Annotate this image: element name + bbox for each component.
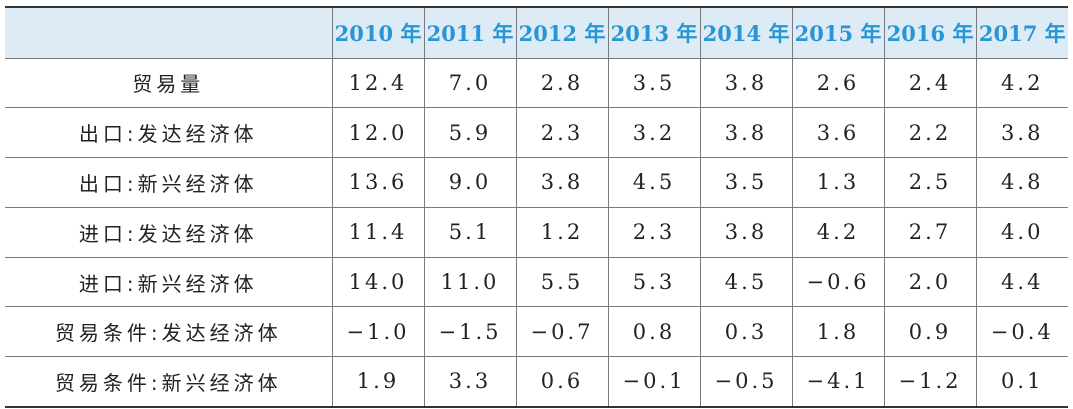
table-cell: 0.3	[700, 306, 793, 358]
table-row: 进口:发达经济体 11.4 5.1 1.2 2.3 3.8 4.2 2.7 4.…	[5, 207, 1068, 258]
table-cell: 3.5	[700, 157, 793, 208]
header-cell-year: 2014 年	[700, 7, 793, 58]
table-cell: 2.0	[884, 257, 977, 308]
table-cell: 4.4	[976, 257, 1068, 308]
table-cell: −1.2	[884, 356, 977, 408]
table-cell: 9.0	[424, 157, 517, 208]
row-label: 贸易条件:发达经济体	[5, 306, 333, 358]
table-cell: 3.8	[700, 58, 793, 109]
table-cell: 3.8	[700, 107, 793, 159]
header-cell-year: 2016 年	[884, 7, 977, 58]
table-cell: 0.1	[976, 356, 1068, 408]
table-cell: 0.9	[884, 306, 977, 358]
header-cell-year: 2010 年	[332, 7, 425, 58]
table-row: 出口:发达经济体 12.0 5.9 2.3 3.2 3.8 3.6 2.2 3.…	[5, 107, 1068, 159]
table-cell: 3.8	[516, 157, 609, 208]
table-cell: 4.5	[700, 257, 793, 308]
table-cell: 7.0	[424, 58, 517, 109]
table-row: 进口:新兴经济体 14.0 11.0 5.5 5.3 4.5 −0.6 2.0 …	[5, 257, 1068, 308]
table-cell: −1.5	[424, 306, 517, 358]
table-cell: −0.1	[608, 356, 701, 408]
table-cell: 1.2	[516, 207, 609, 258]
table-cell: 3.6	[792, 107, 885, 159]
row-label: 贸易量	[5, 58, 333, 109]
table-cell: 13.6	[332, 157, 425, 208]
row-label: 出口:新兴经济体	[5, 157, 333, 208]
table-row: 贸易条件:发达经济体 −1.0 −1.5 −0.7 0.8 0.3 1.8 0.…	[5, 306, 1068, 358]
table-cell: 11.0	[424, 257, 517, 308]
table-cell: 3.2	[608, 107, 701, 159]
header-cell-blank	[5, 7, 333, 58]
table-row: 出口:新兴经济体 13.6 9.0 3.8 4.5 3.5 1.3 2.5 4.…	[5, 157, 1068, 208]
table-cell: 2.7	[884, 207, 977, 258]
table-row: 贸易量 12.4 7.0 2.8 3.5 3.8 2.6 2.4 4.2	[5, 58, 1068, 109]
table-cell: 4.8	[976, 157, 1068, 208]
table-cell: 5.9	[424, 107, 517, 159]
table-cell: 0.6	[516, 356, 609, 408]
table-cell: 11.4	[332, 207, 425, 258]
table-cell: 3.8	[976, 107, 1068, 159]
table-cell: 1.8	[792, 306, 885, 358]
table-cell: 1.3	[792, 157, 885, 208]
table-cell: 2.4	[884, 58, 977, 109]
header-cell-year: 2012 年	[516, 7, 609, 58]
trade-data-table: 2010 年 2011 年 2012 年 2013 年 2014 年 2015 …	[5, 6, 1068, 408]
table-cell: −0.5	[700, 356, 793, 408]
table-cell: 4.2	[792, 207, 885, 258]
table-cell: 3.3	[424, 356, 517, 408]
table-cell: 4.5	[608, 157, 701, 208]
header-cell-year: 2015 年	[792, 7, 885, 58]
table-cell: 2.2	[884, 107, 977, 159]
header-cell-year: 2013 年	[608, 7, 701, 58]
table-cell: 2.3	[516, 107, 609, 159]
table-cell: 2.3	[608, 207, 701, 258]
row-label: 进口:新兴经济体	[5, 257, 333, 308]
table-cell: 4.0	[976, 207, 1068, 258]
table-cell: 4.2	[976, 58, 1068, 109]
table-header-row: 2010 年 2011 年 2012 年 2013 年 2014 年 2015 …	[5, 7, 1068, 58]
table-cell: 5.3	[608, 257, 701, 308]
table-cell: 5.5	[516, 257, 609, 308]
header-cell-year: 2011 年	[424, 7, 517, 58]
table-cell: 2.6	[792, 58, 885, 109]
table-cell: 14.0	[332, 257, 425, 308]
row-label: 贸易条件:新兴经济体	[5, 356, 333, 408]
row-label: 进口:发达经济体	[5, 207, 333, 258]
table-cell: 12.4	[332, 58, 425, 109]
table-cell: 3.8	[700, 207, 793, 258]
table-cell: 12.0	[332, 107, 425, 159]
table-row: 贸易条件:新兴经济体 1.9 3.3 0.6 −0.1 −0.5 −4.1 −1…	[5, 356, 1068, 408]
table-cell: −1.0	[332, 306, 425, 358]
table-cell: −0.6	[792, 257, 885, 308]
header-cell-year: 2017 年	[976, 7, 1068, 58]
table-cell: 2.8	[516, 58, 609, 109]
table-cell: 0.8	[608, 306, 701, 358]
table-cell: 3.5	[608, 58, 701, 109]
table-cell: 1.9	[332, 356, 425, 408]
table-cell: −4.1	[792, 356, 885, 408]
table-cell: 2.5	[884, 157, 977, 208]
table-cell: 5.1	[424, 207, 517, 258]
table-cell: −0.7	[516, 306, 609, 358]
data-table-container: 2010 年 2011 年 2012 年 2013 年 2014 年 2015 …	[5, 6, 1068, 408]
table-cell: −0.4	[976, 306, 1068, 358]
row-label: 出口:发达经济体	[5, 107, 333, 159]
